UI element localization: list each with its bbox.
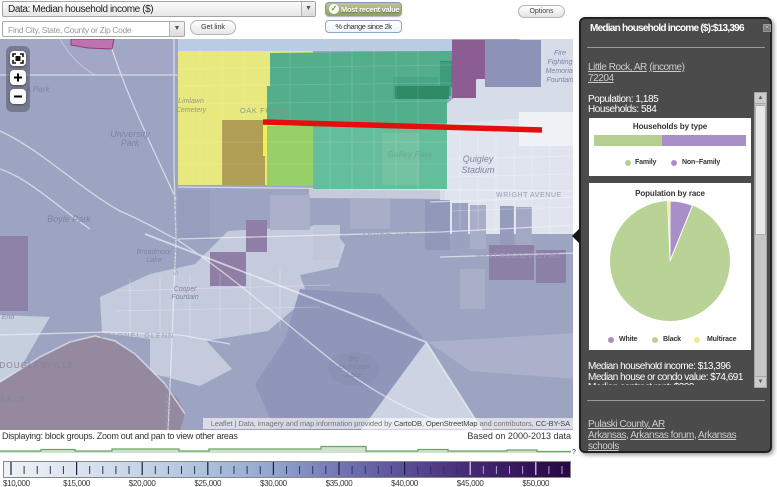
svg-text:SOUTH UNIVERSITY: SOUTH UNIVERSITY bbox=[173, 193, 180, 276]
svg-text:Fighting: Fighting bbox=[548, 59, 573, 66]
svg-text:Lake: Lake bbox=[346, 372, 361, 379]
svg-text:Lake: Lake bbox=[146, 257, 161, 264]
svg-text:LACE: LACE bbox=[1, 395, 27, 404]
svg-text:Dickinson: Dickinson bbox=[339, 364, 369, 371]
svg-text:Quigley: Quigley bbox=[463, 154, 494, 164]
svg-text:Gulley Park: Gulley Park bbox=[388, 150, 433, 159]
svg-text:UNIVERSITY AVE: UNIVERSITY AVE bbox=[165, 374, 172, 430]
svg-text:Stadium: Stadium bbox=[461, 165, 495, 175]
svg-text:ASHER AVENUE: ASHER AVENUE bbox=[362, 233, 430, 240]
svg-text:Fountain: Fountain bbox=[171, 294, 198, 301]
svg-text:Cooper: Cooper bbox=[174, 286, 198, 293]
svg-text:Memorial: Memorial bbox=[546, 68, 573, 75]
svg-text:Limlawn: Limlawn bbox=[178, 98, 204, 105]
svg-text:Boyle Park: Boyle Park bbox=[47, 214, 91, 224]
svg-text:Fire: Fire bbox=[554, 50, 566, 57]
svg-text:Fountain: Fountain bbox=[546, 77, 573, 84]
svg-text:Broadmoor: Broadmoor bbox=[137, 249, 172, 256]
svg-text:Cemetery: Cemetery bbox=[176, 107, 207, 114]
svg-text:WRIGHT AVENUE: WRIGHT AVENUE bbox=[496, 192, 562, 199]
svg-text:COLONEL GLENN: COLONEL GLENN bbox=[100, 333, 175, 340]
svg-text:End: End bbox=[2, 314, 16, 321]
svg-text:WEST ROOSEVELT RD: WEST ROOSEVELT RD bbox=[476, 253, 561, 260]
svg-text:Big: Big bbox=[349, 356, 359, 363]
svg-text:DOUGLASVILLE: DOUGLASVILLE bbox=[0, 361, 75, 370]
svg-text:University: University bbox=[110, 129, 150, 139]
svg-text:Park: Park bbox=[121, 138, 140, 148]
svg-text:?: ? bbox=[572, 449, 576, 456]
svg-text:k Park: k Park bbox=[27, 85, 51, 94]
svg-text:OAK FOREST: OAK FOREST bbox=[240, 106, 294, 115]
